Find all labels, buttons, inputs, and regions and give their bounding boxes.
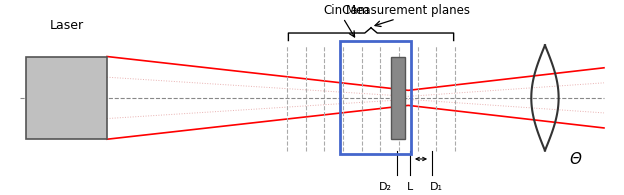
Text: D₂: D₂ <box>379 182 392 191</box>
Text: CinCam: CinCam <box>323 4 369 17</box>
Text: D₁: D₁ <box>430 182 443 191</box>
Text: Θ: Θ <box>570 152 582 168</box>
FancyBboxPatch shape <box>391 57 404 139</box>
Text: Measurement planes: Measurement planes <box>346 4 470 17</box>
FancyBboxPatch shape <box>26 57 107 139</box>
Text: Laser: Laser <box>49 19 84 32</box>
Text: L: L <box>407 182 413 191</box>
